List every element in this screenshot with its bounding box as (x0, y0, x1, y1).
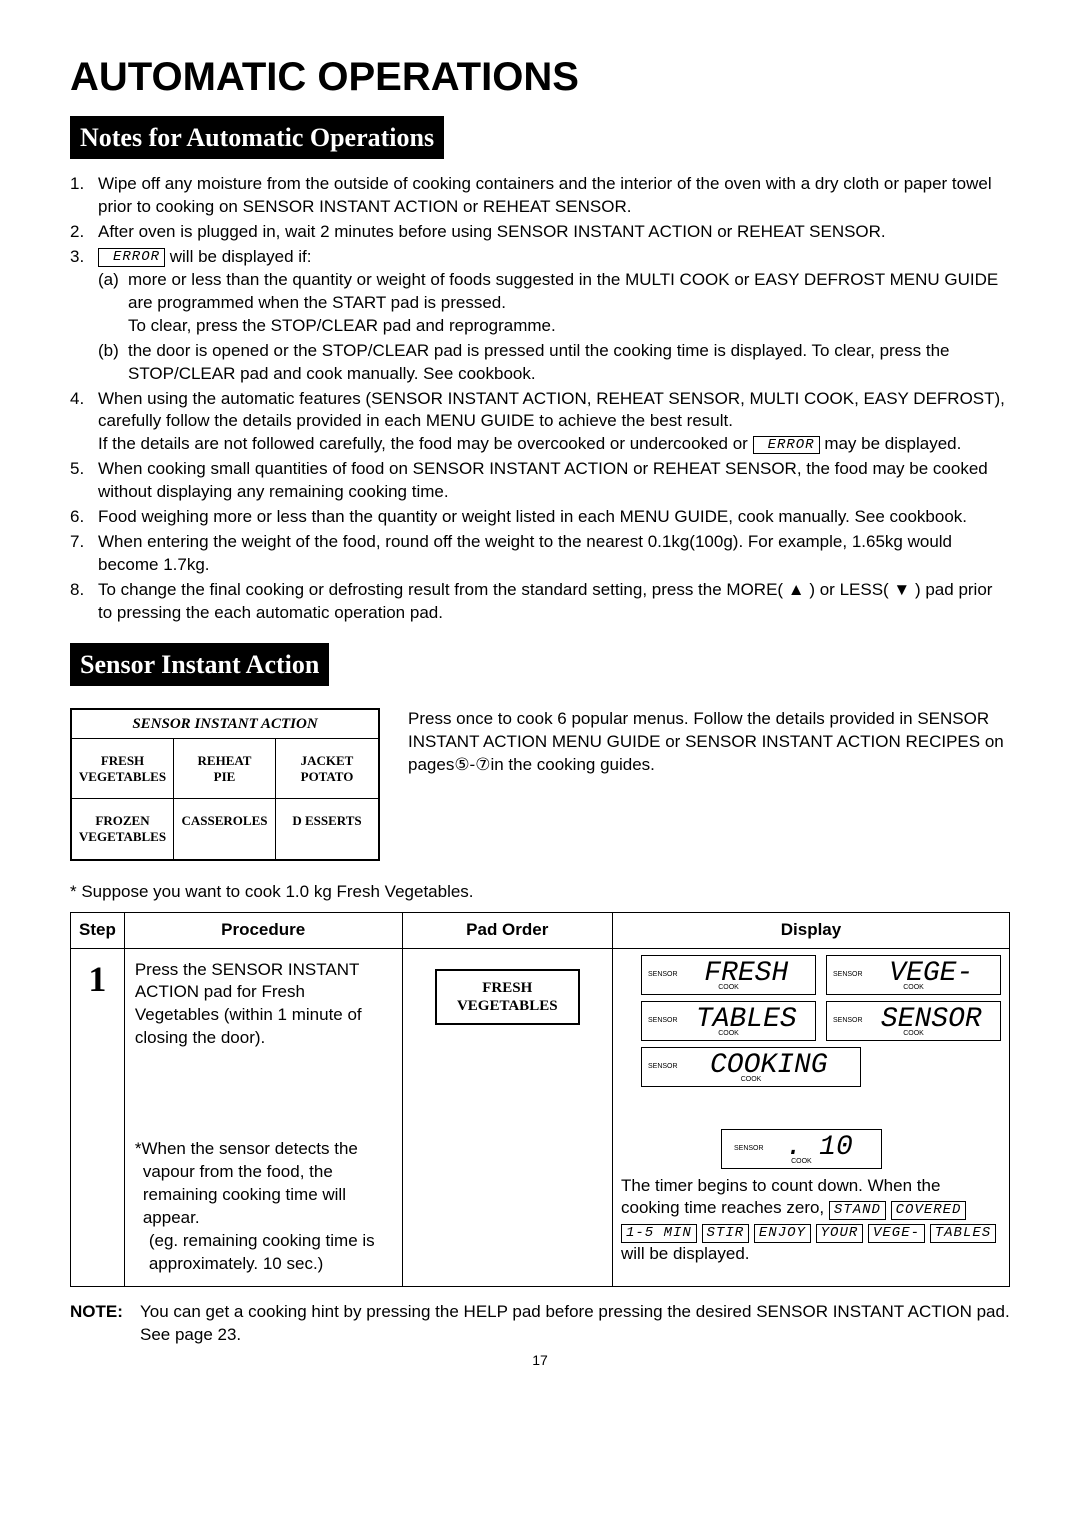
display-box: 1-5 MIN (621, 1224, 697, 1243)
th-padorder: Pad Order (402, 912, 612, 948)
error-box: ERROR (98, 248, 165, 267)
notes-list: 1. Wipe off any moisture from the outsid… (70, 173, 1010, 625)
note-text: When cooking small quantities of food on… (98, 458, 1010, 504)
page-number: 17 (70, 1351, 1010, 1370)
lcd-row-1: SENSOR FRESH COOK SENSOR VEGE- COOK (621, 955, 1001, 995)
sensor-cell-casseroles[interactable]: CASSEROLES (174, 799, 276, 858)
procedure-cell: Press the SENSOR INSTANT ACTION pad for … (124, 948, 402, 1286)
display-box: VEGE- (868, 1224, 925, 1243)
note-num: 5. (70, 458, 98, 504)
sensor-cell-frozen-veg[interactable]: FROZEN VEGETABLES (72, 799, 174, 858)
display-box: TABLES (930, 1224, 996, 1243)
sensor-side-text: Press once to cook 6 popular menus. Foll… (408, 708, 1010, 777)
display-text: The timer begins to count down. When the… (621, 1175, 1001, 1267)
sensor-cell-jacket-potato[interactable]: JACKET POTATO (276, 739, 378, 799)
note-num: 2. (70, 221, 98, 244)
lcd-box: SENSOR COOKING COOK (641, 1047, 861, 1087)
note-item-5: 5. When cooking small quantities of food… (70, 458, 1010, 504)
display-box: STIR (702, 1224, 750, 1243)
th-display: Display (613, 912, 1010, 948)
sub-letter: (b) (98, 340, 128, 386)
note-text: You can get a cooking hint by pressing t… (140, 1301, 1010, 1347)
suppose-text: * Suppose you want to cook 1.0 kg Fresh … (70, 881, 1010, 904)
sub-letter: (a) (98, 269, 128, 338)
sensor-cell-desserts[interactable]: D ESSERTS (276, 799, 378, 858)
note-text: After oven is plugged in, wait 2 minutes… (98, 221, 886, 244)
note-text: When using the automatic features (SENSO… (98, 388, 1010, 457)
lcd-row-single: SENSOR . 10 COOK (721, 1129, 1001, 1169)
lcd-box: SENSOR SENSOR COOK (826, 1001, 1001, 1041)
note-num: 7. (70, 531, 98, 577)
sensor-cell-reheat-pie[interactable]: REHEAT PIE (174, 739, 276, 799)
lcd-box: SENSOR . 10 COOK (721, 1129, 882, 1169)
sensor-grid: FRESH VEGETABLES REHEAT PIE JACKET POTAT… (72, 739, 378, 858)
note-num: 6. (70, 506, 98, 529)
lcd-box: SENSOR TABLES COOK (641, 1001, 816, 1041)
sub-list: (a) more or less than the quantity or we… (70, 269, 1010, 386)
note-item-4: 4. When using the automatic features (SE… (70, 388, 1010, 457)
pad-order-cell: FRESH VEGETABLES (402, 948, 612, 1286)
proc-text-2: *When the sensor detects the vapour from… (133, 1134, 394, 1280)
note-item-2: 2. After oven is plugged in, wait 2 minu… (70, 221, 1010, 244)
proc-text-1: Press the SENSOR INSTANT ACTION pad for … (133, 955, 394, 1055)
sensor-panel: SENSOR INSTANT ACTION FRESH VEGETABLES R… (70, 708, 380, 861)
note-text: To change the final cooking or defrostin… (98, 579, 1010, 625)
sensor-header: Sensor Instant Action (70, 643, 329, 686)
th-step: Step (71, 912, 125, 948)
note-item-6: 6. Food weighing more or less than the q… (70, 506, 1010, 529)
procedure-table: Step Procedure Pad Order Display 1 Press… (70, 912, 1010, 1287)
note-label: NOTE: (70, 1301, 140, 1347)
sub-item-b: (b) the door is opened or the STOP/CLEAR… (98, 340, 1010, 386)
sensor-section: SENSOR INSTANT ACTION FRESH VEGETABLES R… (70, 708, 1010, 861)
step-number: 1 (71, 948, 125, 1286)
sensor-panel-title: SENSOR INSTANT ACTION (72, 710, 378, 739)
note-item-3: 3. ERROR will be displayed if: (a) more … (70, 246, 1010, 386)
th-procedure: Procedure (124, 912, 402, 948)
lcd-row-3: SENSOR COOKING COOK (621, 1047, 1001, 1087)
note-item-1: 1. Wipe off any moisture from the outsid… (70, 173, 1010, 219)
pad-button-fresh-veg[interactable]: FRESH VEGETABLES (435, 969, 580, 1025)
note-line: NOTE: You can get a cooking hint by pres… (70, 1301, 1010, 1347)
note-num: 8. (70, 579, 98, 625)
display-box: YOUR (816, 1224, 864, 1243)
lcd-box: SENSOR FRESH COOK (641, 955, 816, 995)
note-text: When entering the weight of the food, ro… (98, 531, 1010, 577)
display-cell: SENSOR FRESH COOK SENSOR VEGE- COOK SENS… (613, 948, 1010, 1286)
note-text: Food weighing more or less than the quan… (98, 506, 967, 529)
display-box: ENJOY (754, 1224, 811, 1243)
sensor-cell-fresh-veg[interactable]: FRESH VEGETABLES (72, 739, 174, 799)
sub-text: the door is opened or the STOP/CLEAR pad… (128, 340, 1010, 386)
lcd-row-2: SENSOR TABLES COOK SENSOR SENSOR COOK (621, 1001, 1001, 1041)
main-title: AUTOMATIC OPERATIONS (70, 50, 1010, 104)
note-item-7: 7. When entering the weight of the food,… (70, 531, 1010, 577)
notes-header: Notes for Automatic Operations (70, 116, 444, 159)
note-text: ERROR will be displayed if: (98, 246, 311, 269)
sub-item-a: (a) more or less than the quantity or we… (98, 269, 1010, 338)
display-box: COVERED (891, 1201, 967, 1220)
note-num: 4. (70, 388, 98, 457)
note-item-8: 8. To change the final cooking or defros… (70, 579, 1010, 625)
sub-text: more or less than the quantity or weight… (128, 269, 1010, 338)
lcd-box: SENSOR VEGE- COOK (826, 955, 1001, 995)
note-num: 3. (70, 246, 98, 269)
note-text: Wipe off any moisture from the outside o… (98, 173, 1010, 219)
error-box: ERROR (753, 436, 820, 455)
note-num: 1. (70, 173, 98, 219)
display-box: STAND (829, 1201, 886, 1220)
